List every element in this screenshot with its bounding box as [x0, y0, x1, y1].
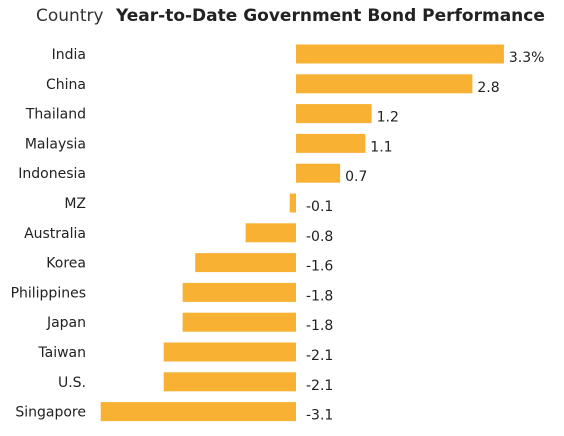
data-label: 0.7	[345, 169, 367, 185]
data-label: -1.8	[306, 318, 333, 334]
category-label: Malaysia	[25, 136, 86, 152]
category-label: Philippines	[11, 285, 86, 301]
bar	[163, 372, 296, 392]
category-label: MZ	[64, 196, 86, 212]
category-label: U.S.	[58, 375, 86, 391]
data-label: 2.8	[477, 80, 499, 96]
bar	[182, 282, 296, 302]
category-label: Japan	[46, 315, 86, 331]
bar	[195, 253, 296, 273]
bar	[245, 223, 296, 243]
category-label: India	[52, 47, 86, 63]
data-label: 3.3%	[509, 50, 545, 66]
data-label: -2.1	[306, 378, 333, 394]
category-label: Australia	[24, 226, 86, 242]
data-label: 1.2	[377, 110, 399, 126]
data-label: -0.1	[306, 199, 333, 215]
category-label: Singapore	[15, 405, 86, 421]
data-label: -1.6	[306, 259, 333, 275]
data-label: 1.1	[370, 139, 392, 155]
data-label: -0.8	[306, 229, 333, 245]
data-label: -3.1	[306, 408, 333, 424]
data-label: -1.8	[306, 288, 333, 304]
bar	[296, 74, 473, 94]
category-label: Korea	[46, 256, 86, 272]
data-label: -2.1	[306, 348, 333, 364]
bar	[296, 133, 366, 153]
category-axis-label: Country	[36, 6, 104, 26]
bar	[182, 312, 296, 332]
bar	[296, 104, 372, 124]
category-label: Taiwan	[37, 345, 86, 361]
category-label: Thailand	[25, 107, 86, 123]
bar	[296, 44, 504, 64]
bar	[289, 193, 296, 213]
category-label: Indonesia	[18, 166, 86, 182]
chart-title: Year-to-Date Government Bond Performance	[116, 6, 545, 26]
category-label: China	[46, 77, 86, 93]
bar	[100, 402, 296, 422]
bar	[163, 342, 296, 362]
bar	[296, 163, 341, 183]
